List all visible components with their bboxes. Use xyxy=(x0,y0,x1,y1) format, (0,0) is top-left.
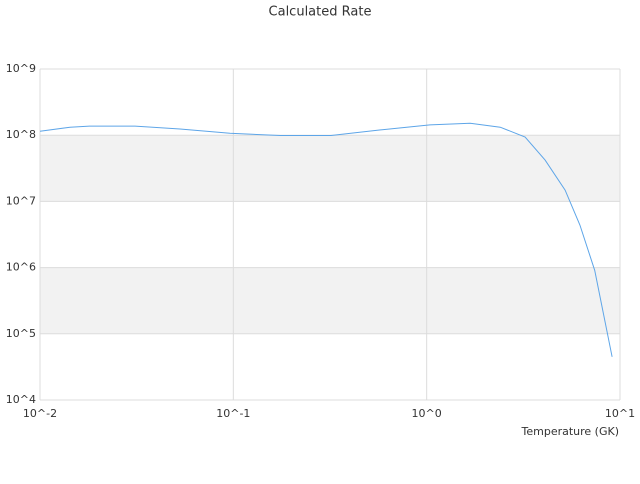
y-tick-label: 10^4 xyxy=(6,393,36,406)
chart-title: Calculated Rate xyxy=(269,5,372,20)
y-tick-label: 10^9 xyxy=(6,62,36,75)
grid-band xyxy=(40,135,620,202)
x-axis-label: Temperature (GK) xyxy=(521,425,620,438)
y-tick-label: 10^7 xyxy=(6,194,36,207)
y-tick-label: 10^5 xyxy=(6,327,36,340)
y-tick-label: 10^6 xyxy=(6,261,36,274)
data-line xyxy=(39,122,613,357)
x-tick-label: 10^-2 xyxy=(23,407,57,420)
x-tick-label: 10^-1 xyxy=(216,407,250,420)
x-tick-label: 10^1 xyxy=(605,407,635,420)
grid-band xyxy=(40,267,620,334)
y-tick-label: 10^8 xyxy=(6,128,36,141)
x-tick-label: 10^0 xyxy=(412,407,442,420)
